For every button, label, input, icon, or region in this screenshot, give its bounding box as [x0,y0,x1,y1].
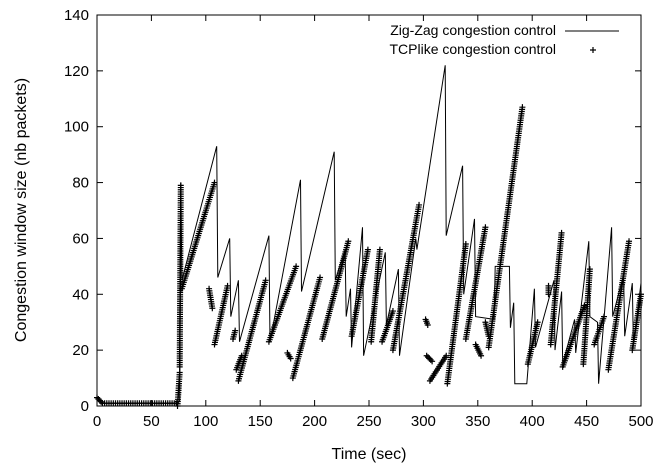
series-point-tcplike [429,358,435,364]
x-tick-label: 200 [302,413,327,430]
x-tick-label: 350 [465,413,490,430]
x-tick-label: 100 [193,413,218,430]
y-tick-label: 140 [64,7,89,24]
y-tick-label: 40 [72,286,89,303]
y-axis-label: Congestion window size (nb packets) [13,78,30,342]
x-tick-label: 450 [574,413,599,430]
y-axis: 0 20 40 60 80 100 120 140 [64,7,641,415]
legend-label-tcplike: TCPlike congestion control [389,41,556,57]
series-point-tcplike [590,47,596,53]
x-tick-label: 0 [93,413,101,430]
legend: Zig-Zag congestion control TCPlike conge… [389,22,619,57]
y-tick-label: 80 [72,175,89,192]
y-tick-label: 120 [64,63,89,80]
series-point-tcplike [426,356,432,362]
x-axis: 0 50 100 150 200 250 300 350 400 450 500 [93,15,654,430]
series-point-tcplike [428,357,434,363]
x-tick-label: 250 [356,413,381,430]
y-tick-label: 20 [72,342,89,359]
x-axis-label: Time (sec) [332,446,407,463]
series-line-zigzag [97,65,641,403]
y-tick-label: 100 [64,119,89,136]
x-tick-label: 400 [520,413,545,430]
y-tick-label: 0 [81,398,89,415]
series-point-tcplike [424,353,430,359]
x-tick-label: 500 [628,413,653,430]
legend-swatch-tcplike [590,47,596,53]
x-tick-label: 50 [143,413,160,430]
zigzag-series [97,65,641,403]
legend-label-zigzag: Zig-Zag congestion control [390,22,556,38]
x-tick-label: 300 [411,413,436,430]
y-tick-label: 60 [72,230,89,247]
series-point-tcplike [425,354,431,360]
x-tick-label: 150 [248,413,273,430]
tcplike-series [94,104,644,409]
